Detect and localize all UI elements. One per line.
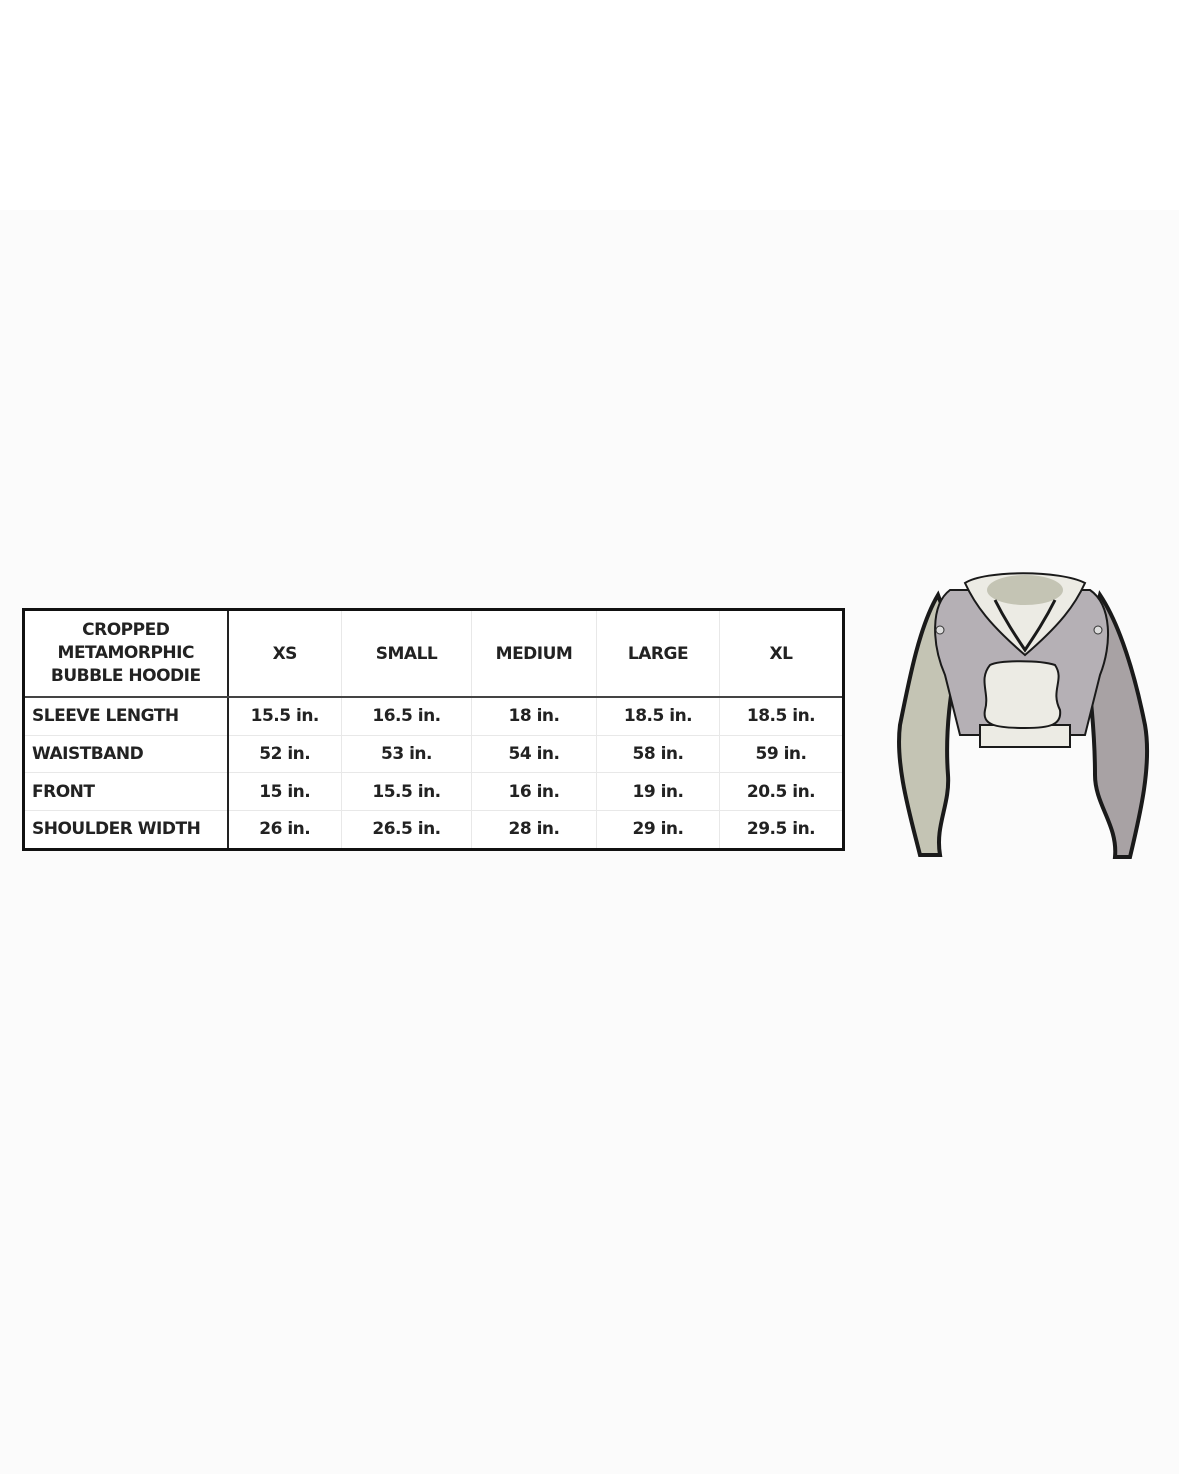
cell: 59 in. bbox=[719, 734, 844, 774]
row-label: SLEEVE LENGTH bbox=[23, 696, 229, 736]
zipper-left-icon bbox=[935, 625, 945, 635]
product-title: CROPPED METAMORPHIC BUBBLE HOODIE bbox=[23, 609, 229, 698]
cell: 26.5 in. bbox=[341, 809, 472, 851]
cell: 52 in. bbox=[227, 734, 342, 774]
pocket bbox=[983, 660, 1062, 730]
cell: 16 in. bbox=[471, 772, 597, 811]
cell: 29 in. bbox=[596, 809, 720, 851]
cell: 15 in. bbox=[227, 772, 342, 811]
hood-opening bbox=[987, 575, 1063, 605]
zipper-right-icon bbox=[1093, 625, 1103, 635]
cell: 54 in. bbox=[471, 734, 597, 774]
cell: 18 in. bbox=[471, 696, 597, 736]
table-row: SHOULDER WIDTH 26 in. 26.5 in. 28 in. 29… bbox=[23, 809, 844, 851]
cell: 15.5 in. bbox=[341, 772, 472, 811]
size-chart-table: CROPPED METAMORPHIC BUBBLE HOODIE XS SMA… bbox=[22, 608, 845, 851]
row-label: SHOULDER WIDTH bbox=[23, 809, 229, 851]
cell: 16.5 in. bbox=[341, 696, 472, 736]
hood-fold bbox=[993, 599, 1057, 653]
row-label: WAISTBAND bbox=[23, 734, 229, 774]
title-line: CROPPED bbox=[82, 620, 170, 640]
cell: 19 in. bbox=[596, 772, 720, 811]
title-line: METAMORPHIC bbox=[57, 643, 195, 663]
size-header: XS bbox=[227, 609, 342, 698]
size-header: MEDIUM bbox=[471, 609, 597, 698]
row-label: FRONT bbox=[23, 772, 229, 811]
title-line: BUBBLE HOODIE bbox=[50, 666, 201, 686]
cell: 18.5 in. bbox=[719, 696, 844, 736]
cell: 58 in. bbox=[596, 734, 720, 774]
cell: 18.5 in. bbox=[596, 696, 720, 736]
cell: 29.5 in. bbox=[719, 809, 844, 851]
table-row: WAISTBAND 52 in. 53 in. 54 in. 58 in. 59… bbox=[23, 734, 844, 774]
cell: 28 in. bbox=[471, 809, 597, 851]
table-row: FRONT 15 in. 15.5 in. 16 in. 19 in. 20.5… bbox=[23, 772, 844, 811]
header-row: CROPPED METAMORPHIC BUBBLE HOODIE XS SMA… bbox=[23, 609, 844, 698]
cell: 53 in. bbox=[341, 734, 472, 774]
top-whitespace bbox=[0, 0, 1179, 210]
size-header: LARGE bbox=[596, 609, 720, 698]
cell: 15.5 in. bbox=[227, 696, 342, 736]
size-header: XL bbox=[719, 609, 844, 698]
cell: 26 in. bbox=[227, 809, 342, 851]
size-header: SMALL bbox=[341, 609, 472, 698]
cell: 20.5 in. bbox=[719, 772, 844, 811]
table-row: SLEEVE LENGTH 15.5 in. 16.5 in. 18 in. 1… bbox=[23, 696, 844, 736]
hoodie-illustration bbox=[897, 572, 1150, 859]
